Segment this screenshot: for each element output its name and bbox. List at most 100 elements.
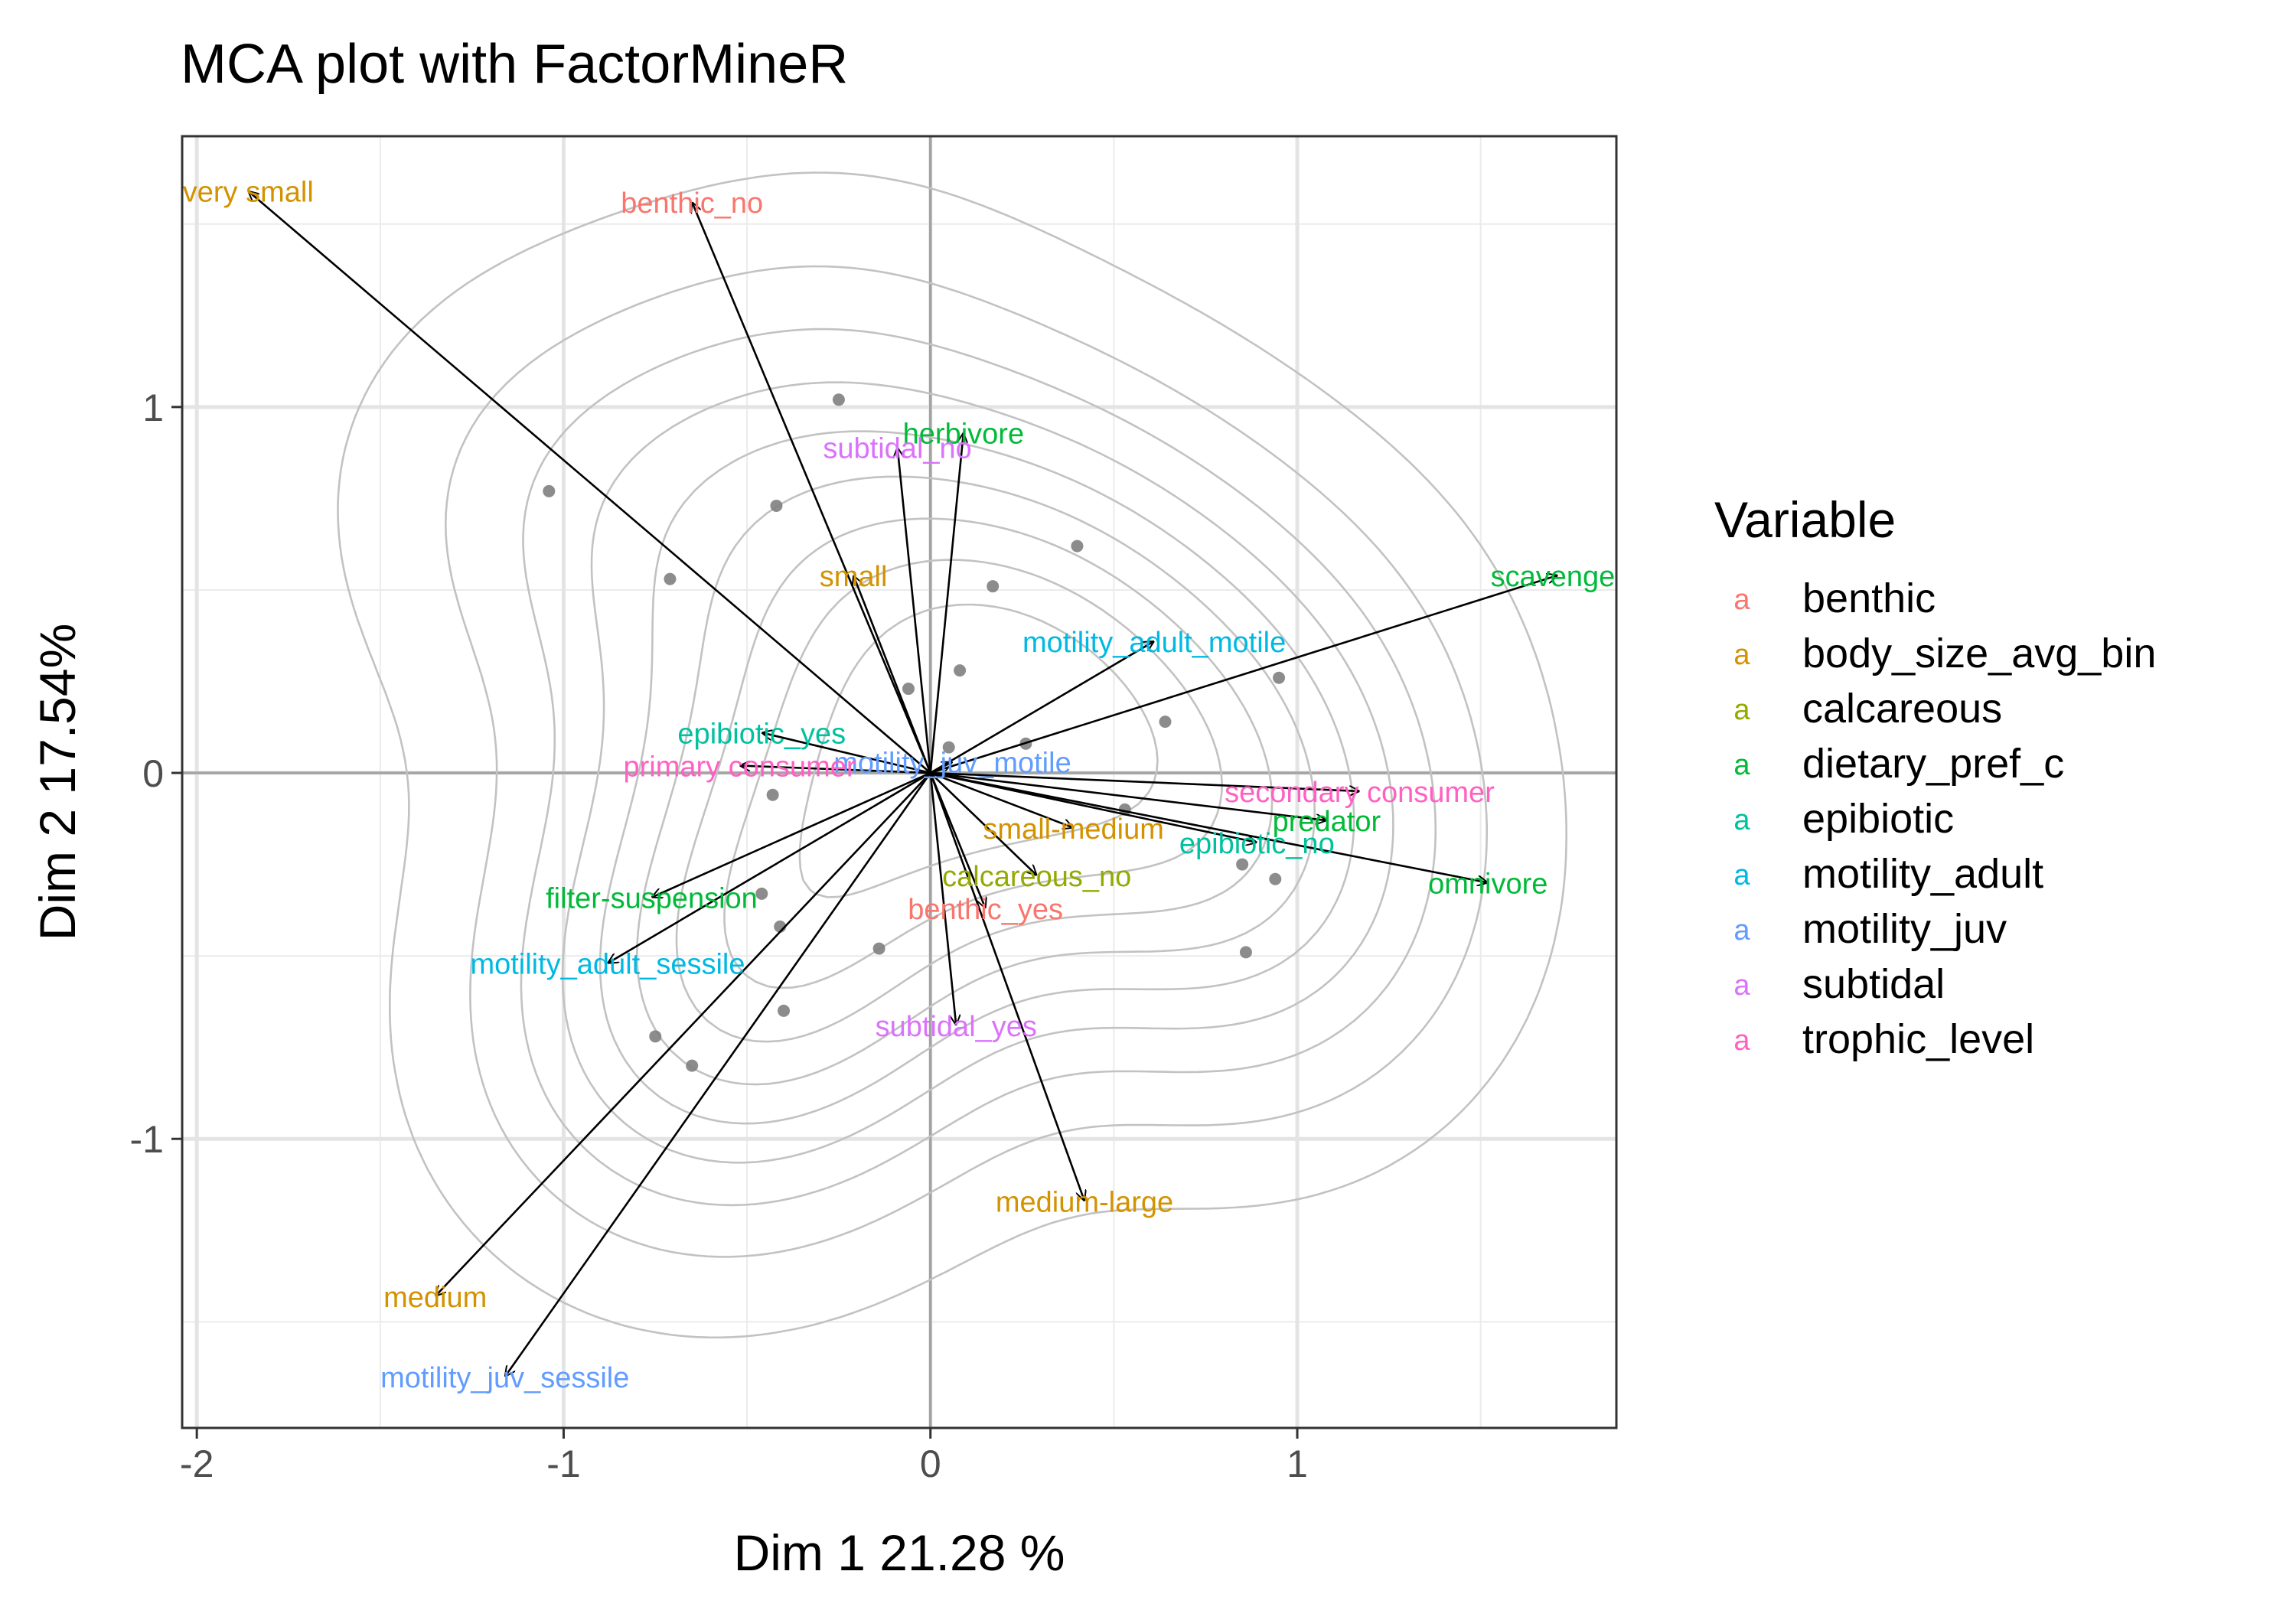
variable-label: primary consumer [623,751,856,783]
variable-arrow [740,765,931,774]
variable-label: very small [183,177,314,209]
density-contour [337,171,1567,1339]
individual-point [766,788,779,801]
variable-arrow [898,447,932,774]
x-axis-label: Dim 1 21.28 % [734,1524,1065,1581]
variable-label: motility_juv_sessile [380,1362,629,1394]
legend-entry-label: dietary_pref_c [1802,741,2064,787]
legend-key-glyph: a [1733,859,1750,892]
y-tick-label: 0 [142,752,164,795]
y-axis-ticks: -1 0 1 [130,386,182,1161]
legend-entry-label: benthic [1802,575,1936,621]
legend-entry-label: body_size_avg_bin [1802,631,2156,676]
variable-label: omnivore [1428,869,1548,901]
x-tick-label: -2 [180,1442,214,1485]
variable-arrow [929,432,964,774]
plot-border [181,135,1618,1429]
variable-label: scavenger [1491,561,1626,593]
individual-point [832,393,845,406]
variable-label: predator [1273,806,1381,838]
variable-arrow [608,771,931,964]
individual-point [664,572,677,585]
density-contour [636,475,1316,1086]
variable-label: motility_adult_motile [1022,627,1286,659]
variable-label: small [820,561,888,593]
legend-entry-label: epibiotic [1802,796,1954,842]
variable-arrow [929,772,1084,1201]
individual-point [543,484,556,497]
variable-arrow [853,575,931,774]
variable-arrow [930,761,953,774]
variable-label: herbivore [903,418,1024,450]
legend-key-glyph: a [1733,804,1750,836]
variable-arrow [930,771,1360,791]
density-contour [675,517,1274,1043]
chart-title: MCA plot with FactorMineR [181,34,848,95]
variable-arrow [651,771,931,898]
plot-panel [182,136,1616,1428]
individual-point [755,887,768,900]
legend-entry-label: trophic_level [1802,1016,2034,1062]
variable-label: medium-large [996,1187,1173,1219]
variable-label: motility_adult_sessile [470,949,745,981]
variable-label: benthic_no [621,187,763,220]
individual-point [1273,671,1286,684]
variable-arrow [692,202,931,774]
legend-key-glyph: a [1733,749,1750,781]
variable-arrow [762,732,931,774]
variable-arrow [930,575,1558,774]
individual-point [942,741,955,754]
variable-label: epibiotic_no [1179,828,1335,860]
variable-arrow [930,771,1074,828]
individual-point [770,499,783,512]
density-contour [723,559,1223,989]
variable-label: small-medium [983,813,1163,846]
variable-arrow [929,772,1037,875]
individual-point [1269,872,1282,885]
individual-point [649,1030,662,1043]
variable-label: subtidal_yes [876,1011,1037,1043]
variable-label: epibiotic_yes [677,718,846,750]
variable-arrow [248,191,931,774]
legend-key-glyph: a [1733,639,1750,671]
variable-label: calcareous_no [942,861,1131,893]
variable-labels: very small benthic_no herbivoresubtidal_no… [183,177,1626,1394]
individual-point [987,580,1000,593]
individual-point [954,664,967,677]
density-contour [798,603,1159,898]
legend-entry-label: calcareous [1802,686,2002,732]
density-contour [520,328,1437,1207]
x-tick-label: 1 [1287,1442,1308,1485]
variable-label: subtidal_no [823,432,971,464]
legend-title: Variable [1714,491,1896,548]
individual-point [778,1004,791,1017]
legend-key-glyph: a [1733,914,1750,947]
variable-label: benthic_yes [908,894,1063,926]
variable-label: secondary consumer [1225,777,1495,809]
individual-point [686,1059,699,1072]
variable-label: medium [383,1282,487,1314]
variable-arrow [930,640,1154,774]
variable-arrow [930,771,1327,820]
legend-key-glyph: a [1733,694,1750,726]
variable-arrow [505,772,931,1377]
minor-gridlines [182,136,1616,1428]
individual-point [1239,946,1252,959]
individual-point [1159,715,1172,729]
individual-point [1071,539,1084,553]
y-tick-label: 1 [142,386,164,429]
y-tick-label: -1 [130,1118,164,1161]
legend-entry-label: motility_adult [1802,851,2043,897]
legend-key-glyph: a [1733,584,1750,616]
variable-label: motility_juv_motile [833,748,1071,780]
density-contour [445,265,1488,1258]
legend-key-glyph: a [1733,970,1750,1002]
legend-entry-label: subtidal [1802,961,1945,1007]
variable-arrows [248,191,1557,1377]
y-axis-label: Dim 2 17.54% [29,624,86,941]
x-axis-ticks: -2 -1 0 1 [180,1428,1308,1485]
legend-key-glyph: a [1733,1025,1750,1057]
variable-arrow [929,772,957,1025]
